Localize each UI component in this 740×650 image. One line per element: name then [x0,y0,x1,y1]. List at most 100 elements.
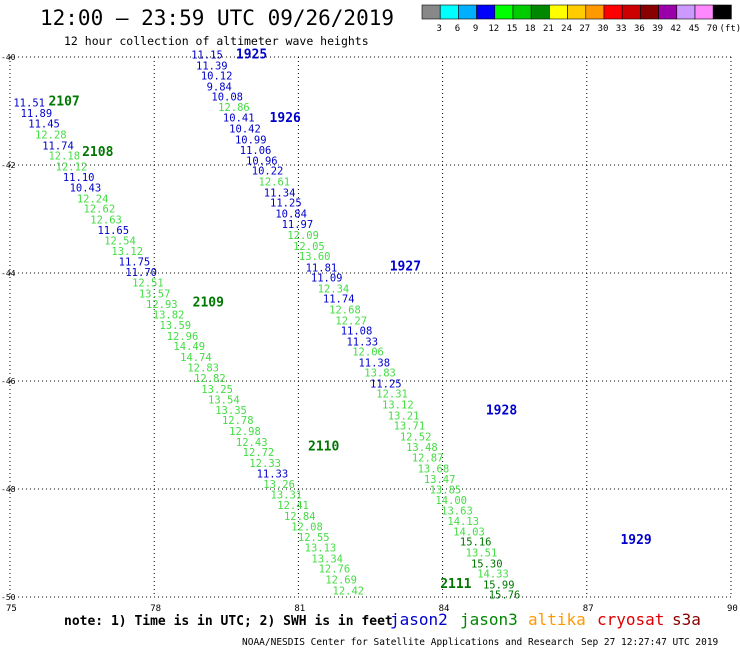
swh-value: 12.61 [259,177,291,189]
x-tick-label: 90 [727,604,738,614]
x-tick-label: 75 [6,604,17,614]
swh-value: 15.76 [489,590,521,602]
pass-label: 1927 [390,259,421,274]
swh-value: 11.38 [358,357,390,369]
legend-item-jason3: jason3 [460,610,518,629]
swh-value: 11.09 [311,273,343,285]
swh-value: 13.35 [215,405,247,417]
swh-value: 13.85 [430,484,462,496]
swh-value: 11.06 [240,145,272,157]
colorbar-label: 18 [525,24,536,34]
legend-item-jason2: jason2 [390,610,448,629]
colorbar-swatch [640,4,659,20]
swh-value: 13.47 [424,474,456,486]
swh-value: 12.18 [48,151,80,163]
colorbar-swatch [476,4,496,20]
swh-value: 11.97 [282,219,314,231]
swh-value: 11.10 [63,172,95,184]
colorbar-swatch [494,4,514,20]
swh-value: 10.99 [235,134,267,146]
swh-value: 14.03 [453,526,485,538]
legend-item-s3a: s3a [672,610,701,629]
footer-timestamp: Sep 27 12:27:47 UTC 2019 [581,637,719,648]
swh-value: 12.52 [400,431,432,443]
swh-value: 12.96 [167,331,199,343]
swh-value: 12.55 [298,532,330,544]
swh-value: 11.74 [42,140,74,152]
swh-value: 9.84 [207,81,232,93]
pass-label: 2110 [308,440,339,455]
colorbar-swatch [621,4,641,20]
swh-value: 12.42 [333,585,365,597]
colorbar-swatch [421,4,441,20]
swh-value: 11.51 [13,98,45,110]
swh-value: 12.68 [329,305,361,317]
grid-lines [9,56,732,598]
colorbar-swatch [694,4,714,20]
legend-item-cryosat: cryosat [597,610,664,629]
swh-value: 11.74 [323,294,355,306]
colorbar: 3 6 9 12 15 18 21 24 27 30 33 36 39 42 45 70 (ft) [421,4,740,34]
swh-value: 10.41 [223,112,255,124]
swh-value: 11.81 [306,262,338,274]
swh-value: 12.82 [194,373,226,385]
x-tick-labels: 75 78 81 84 87 90 [6,604,738,614]
swh-value: 14.74 [180,352,212,364]
swh-value: 11.75 [119,256,151,268]
swh-value: 10.42 [229,124,261,136]
swh-value: 13.59 [159,320,191,332]
colorbar-swatch [603,4,623,20]
swh-value: 13.31 [271,490,303,502]
x-tick-label: 84 [439,604,450,614]
swh-value: 11.45 [28,119,60,131]
swh-value: 12.83 [187,362,219,374]
colorbar-label: 6 [455,24,460,34]
colorbar-label: 36 [634,24,645,34]
colorbar-swatch [458,4,477,20]
colorbar-swatch [585,4,605,20]
x-tick-label: 81 [294,604,305,614]
pass-labels: 1925 2107 1926 2108 1927 2109 1928 2110 1929 2111 [48,48,651,592]
pass-label: 2107 [48,95,79,110]
swh-value: 12.43 [236,437,268,449]
swh-value: 12.98 [229,426,261,438]
colorbar-label: 39 [652,24,663,34]
swh-value: 11.39 [196,60,228,72]
swh-value: 13.82 [153,309,185,321]
y-tick-label: -46 [1,377,16,386]
colorbar-swatch [549,4,568,20]
swh-value: 12.72 [243,447,275,459]
colorbar-swatch [530,4,550,20]
colorbar-swatch [712,4,732,20]
swh-value: 12.76 [319,564,351,576]
swh-value: 11.34 [264,187,296,199]
colorbar-label: 27 [579,24,590,34]
swh-value: 10.12 [201,71,233,83]
colorbar-label: 45 [689,24,700,34]
swh-value: 12.28 [35,130,67,142]
swh-value: 11.70 [125,267,157,279]
swh-value: 11.33 [257,469,289,481]
y-tick-label: -44 [1,269,16,278]
swh-value: 11.15 [191,50,223,62]
swh-value: 12.84 [284,511,316,523]
pass-label: 1925 [236,48,267,63]
swh-value: 13.68 [418,463,450,475]
colorbar-swatch [512,4,532,20]
y-tick-label: -50 [1,593,16,602]
swh-value: 12.31 [376,389,408,401]
y-tick-label: -40 [1,53,16,62]
swh-value: 10.43 [70,182,102,194]
swh-value: 13.12 [382,400,414,412]
swh-value: 15.16 [460,537,492,549]
colorbar-label: 24 [561,24,572,34]
swh-value: 13.21 [388,410,420,422]
swh-value: 13.63 [441,505,473,517]
swh-value: 12.54 [104,235,136,247]
swh-value: 11.08 [341,326,373,338]
swh-value: 14.33 [477,569,509,581]
pass-label: 1926 [270,111,301,126]
swh-value: 13.26 [263,479,295,491]
footer-credit: NOAA/NESDIS Center for Satellite Applica… [242,637,574,648]
